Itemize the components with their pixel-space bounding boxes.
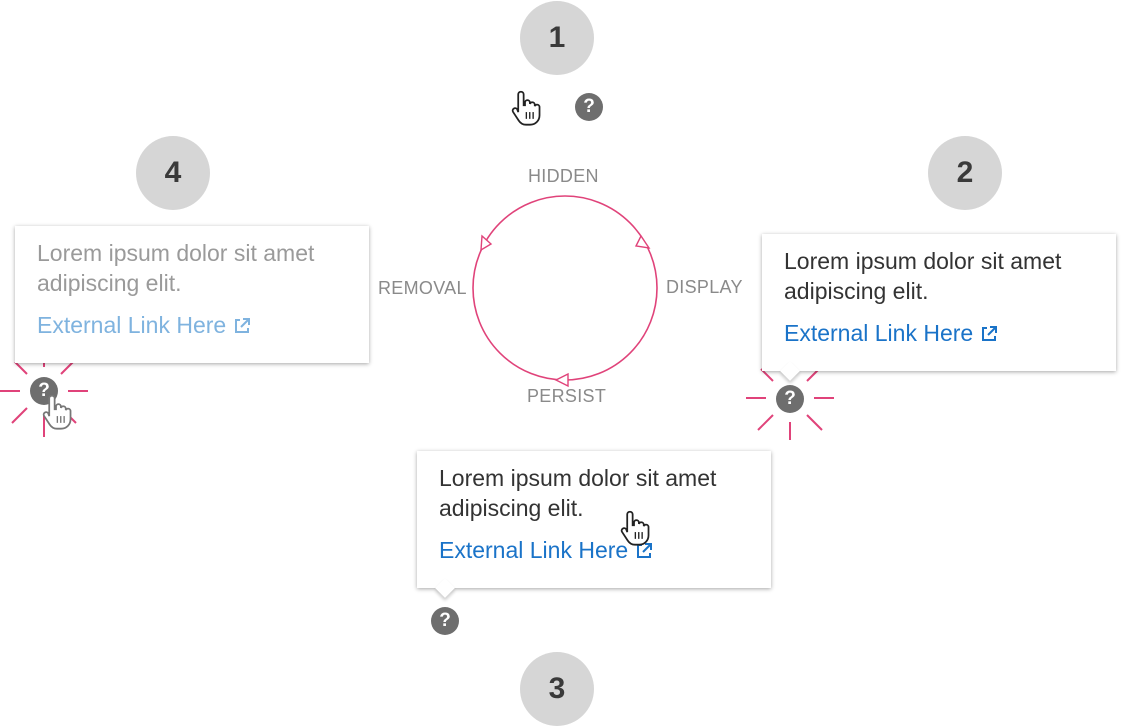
tooltip-persist: Lorem ipsum dolor sit amet adipiscing el…	[417, 451, 771, 598]
external-link-label: External Link Here	[784, 320, 974, 346]
external-link[interactable]: External Link Here	[37, 312, 252, 339]
hand-pointer-icon	[42, 394, 72, 430]
external-link[interactable]: External Link Here	[784, 320, 999, 347]
tooltip-tail	[435, 578, 455, 598]
click-burst-icon	[746, 362, 834, 440]
tooltip-text: Lorem ipsum dolor sit amet adipiscing el…	[784, 248, 1062, 304]
step-badge-3: 3	[520, 652, 594, 726]
arrow-bottom-icon	[554, 372, 569, 388]
hand-pointer-icon	[620, 510, 650, 546]
external-link-label: External Link Here	[37, 312, 227, 338]
help-icon[interactable]: ?	[776, 385, 804, 413]
click-burst-icon	[0, 349, 88, 437]
arrow-top-right-icon	[634, 234, 651, 249]
stage-persist: PERSIST	[527, 386, 607, 406]
step-badge-2: 2	[928, 136, 1002, 210]
lifecycle-circle	[472, 195, 658, 388]
tooltip-text: Lorem ipsum dolor sit amet adipiscing el…	[439, 465, 717, 521]
tooltip-text: Lorem ipsum dolor sit amet adipiscing el…	[37, 240, 315, 296]
stage-hidden: HIDDEN	[528, 166, 599, 186]
external-link-icon	[235, 317, 251, 333]
tooltip-removal: Lorem ipsum dolor sit amet adipiscing el…	[15, 226, 369, 363]
stage-display: DISPLAY	[666, 277, 743, 297]
help-icon[interactable]: ?	[431, 607, 459, 635]
help-icon[interactable]: ?	[575, 93, 603, 121]
stage-removal: REMOVAL	[378, 278, 467, 298]
external-link-icon	[982, 325, 998, 341]
step-badge-1: 1	[520, 1, 594, 75]
arrow-top-left-icon	[480, 234, 493, 252]
external-link[interactable]: External Link Here	[439, 537, 654, 564]
hand-pointer-icon	[511, 90, 541, 126]
external-link-label: External Link Here	[439, 537, 629, 563]
tooltip-display: Lorem ipsum dolor sit amet adipiscing el…	[762, 234, 1116, 381]
step-badge-4: 4	[136, 136, 210, 210]
